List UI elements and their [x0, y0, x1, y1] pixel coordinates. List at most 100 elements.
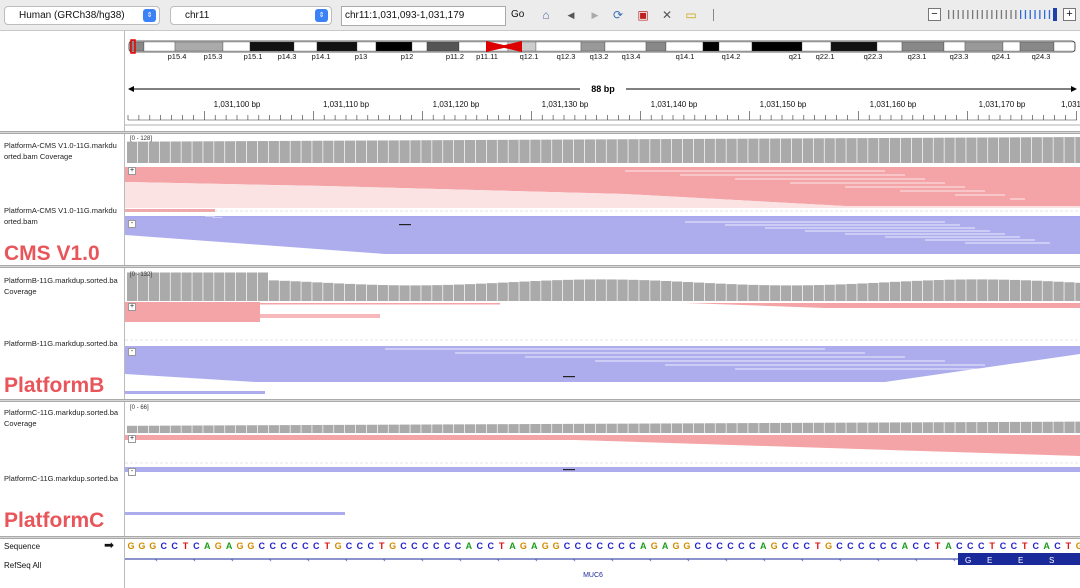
- refseq-track-label[interactable]: RefSeq All: [4, 561, 42, 570]
- genome-select[interactable]: Human (GRCh38/hg38) ⇕: [4, 6, 160, 25]
- sequence-base: C: [956, 541, 963, 551]
- strand-chevron: ‹: [231, 556, 234, 564]
- coverage-bar: [595, 279, 606, 301]
- go-button[interactable]: Go: [511, 9, 525, 20]
- sequence-base: C: [705, 541, 712, 551]
- home-icon[interactable]: ⌂: [542, 8, 550, 22]
- coverage-bar: [268, 140, 279, 163]
- zoom-tick: [976, 10, 979, 19]
- ruler-tick-label: 1,031,130 bp: [542, 100, 589, 109]
- deletion-mark: [563, 376, 575, 378]
- coverage-track-label-c[interactable]: PlatformC-11G.markdup.sorted.ba Coverage: [4, 408, 119, 428]
- coverage-bar: [301, 425, 312, 433]
- popup-text-icon[interactable]: ▭: [685, 8, 697, 22]
- coverage-bar: [552, 139, 563, 163]
- sequence-base: C: [847, 541, 854, 551]
- coverage-bar: [715, 283, 726, 301]
- reads-track-label-c[interactable]: PlatformC-11G.markdup.sorted.ba: [4, 474, 119, 483]
- coverage-bar: [748, 284, 759, 301]
- coverage-bar: [257, 141, 268, 163]
- band-label: p13: [355, 52, 368, 61]
- locus-input[interactable]: chr11:1,031,093-1,031,179: [341, 6, 506, 26]
- coverage-track-label-a[interactable]: PlatformA-CMS V1.0-11G.markdu orted.bam …: [4, 141, 117, 161]
- header-divider[interactable]: [0, 131, 1080, 134]
- strand-arrow-icon[interactable]: ➡: [104, 538, 115, 552]
- coverage-bar: [192, 272, 203, 301]
- sequence-base: C: [978, 541, 985, 551]
- coverage-bar: [791, 422, 803, 433]
- genome-select-value: Human (GRCh38/hg38): [19, 10, 125, 21]
- coverage-bar: [650, 139, 661, 163]
- sequence-base: C: [749, 541, 756, 551]
- band-label: p14.3: [278, 52, 297, 61]
- ruler-tick-label: 1,031,120 bp: [433, 100, 480, 109]
- roi-icon[interactable]: ▣: [637, 8, 649, 22]
- ruler-tick-label: 1,031,170 bp: [979, 100, 1026, 109]
- coverage-bar: [334, 140, 345, 163]
- coverage-bar: [846, 422, 857, 433]
- ideogram-band: [129, 41, 145, 52]
- name-panel-divider[interactable]: [124, 31, 125, 588]
- exon-amino-acid: G: [965, 556, 971, 565]
- coverage-bar: [377, 140, 388, 163]
- coverage-bar: [999, 137, 1010, 163]
- coverage-bar: [672, 138, 683, 163]
- coverage-bar: [737, 138, 748, 163]
- sequence-base: G: [236, 541, 243, 551]
- track-divider[interactable]: [0, 399, 1080, 402]
- reads-track-label-b[interactable]: PlatformB-11G.markdup.sorted.ba: [4, 339, 118, 348]
- coverage-bar: [1042, 281, 1053, 301]
- coverage-bar: [454, 284, 465, 301]
- coverage-bar: [377, 424, 388, 433]
- coverage-bar: [944, 279, 955, 301]
- coverage-bar: [355, 140, 367, 163]
- sequence-track-label[interactable]: Sequence: [4, 542, 41, 551]
- zoom-in-button[interactable]: +: [1063, 8, 1076, 21]
- back-icon[interactable]: ◀: [567, 10, 575, 20]
- ideogram-band: [1053, 41, 1076, 52]
- sequence-base: G: [553, 541, 560, 551]
- sequence-base: C: [411, 541, 418, 551]
- coverage-track-label-b[interactable]: PlatformB-11G.markdup.sorted.ba Coverage: [4, 276, 118, 296]
- coverage-bar: [148, 141, 159, 163]
- coverage-bar: [672, 423, 683, 433]
- coverage-bar: [900, 281, 912, 301]
- resize-icon[interactable]: ✕: [661, 8, 673, 22]
- coverage-bar: [497, 282, 508, 301]
- zoom-tick: [1044, 10, 1046, 19]
- coverage-bar: [693, 423, 704, 433]
- zoom-tick: [962, 10, 964, 19]
- coverage-bar: [639, 139, 650, 163]
- coverage-bar: [355, 284, 367, 301]
- refresh-icon[interactable]: ⟳: [612, 8, 624, 22]
- sequence-base: C: [716, 541, 723, 551]
- alignment-tracks[interactable]: [125, 134, 1080, 537]
- coverage-bar: [955, 279, 966, 301]
- forward-icon[interactable]: ▶: [591, 10, 599, 20]
- zoom-slider[interactable]: [945, 8, 1060, 21]
- sequence-base: G: [683, 541, 690, 551]
- zoom-tick: [1010, 10, 1012, 19]
- coverage-bar: [868, 282, 879, 301]
- coverage-bar: [355, 424, 367, 433]
- ruler-tick-label: 1,031,100 bp: [214, 100, 261, 109]
- ideogram-band: [222, 41, 251, 52]
- track-divider[interactable]: [0, 265, 1080, 268]
- coverage-bar: [737, 284, 748, 301]
- coverage-bar: [1031, 421, 1042, 433]
- band-label: p11.11: [476, 52, 498, 61]
- zoom-out-button[interactable]: −: [928, 8, 941, 21]
- feature-divider[interactable]: [0, 536, 1080, 539]
- coverage-bar: [759, 423, 770, 433]
- ideogram-ruler[interactable]: p15.4 p15.3 p15.1 p14.3 p14.1 p13 p12 p11.2 p11.…: [125, 31, 1080, 131]
- ideogram-band: [665, 41, 704, 52]
- coverage-bar: [759, 285, 770, 301]
- chromosome-select[interactable]: chr11 ⇕: [170, 6, 332, 25]
- coverage-bar: [290, 281, 301, 301]
- coverage-bar: [279, 280, 290, 301]
- reads-track-label-a[interactable]: PlatformA-CMS V1.0-11G.markdu orted.bam: [4, 206, 117, 226]
- coverage-bar: [170, 272, 181, 301]
- coverage-bar: [704, 423, 715, 433]
- ideogram-band: [876, 41, 903, 52]
